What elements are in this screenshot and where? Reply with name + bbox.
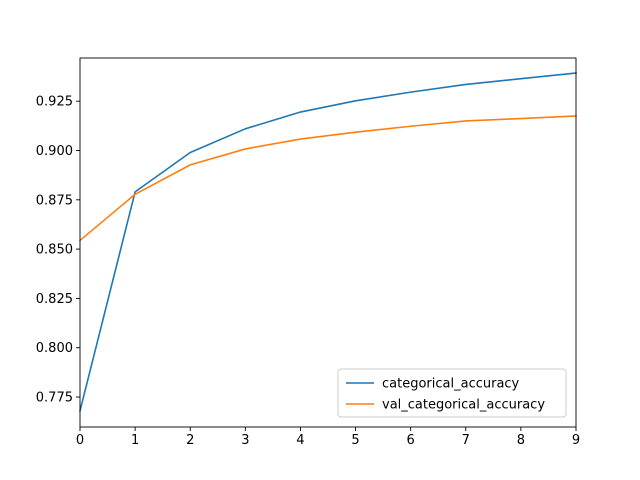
x-tick-label: 5 xyxy=(351,433,359,448)
y-tick-label: 0.775 xyxy=(36,391,73,406)
x-tick-label: 2 xyxy=(186,433,194,448)
legend-box xyxy=(337,368,567,418)
x-tick-label: 3 xyxy=(241,433,249,448)
y-tick-label: 0.900 xyxy=(36,144,73,159)
x-tick-label: 1 xyxy=(131,433,139,448)
series-line-val_categorical_accuracy xyxy=(78,115,577,242)
y-tick-label: 0.800 xyxy=(36,341,73,356)
y-tick-label: 0.850 xyxy=(36,243,73,258)
plot-frame xyxy=(79,57,577,428)
x-tick-label: 7 xyxy=(462,433,470,448)
x-tick-label: 4 xyxy=(296,433,304,448)
legend-label-categorical_accuracy: categorical_accuracy xyxy=(382,377,520,392)
series-line-categorical_accuracy xyxy=(79,72,577,412)
x-tick-label: 8 xyxy=(517,433,525,448)
x-tick-label: 9 xyxy=(572,433,580,448)
y-tick-label: 0.825 xyxy=(36,292,73,307)
y-tick-label: 0.875 xyxy=(36,193,73,208)
x-tick-label: 0 xyxy=(76,433,84,448)
legend-label-val_categorical_accuracy: val_categorical_accuracy xyxy=(382,398,545,413)
x-tick-label: 6 xyxy=(407,433,415,448)
y-tick-label: 0.925 xyxy=(36,95,73,110)
